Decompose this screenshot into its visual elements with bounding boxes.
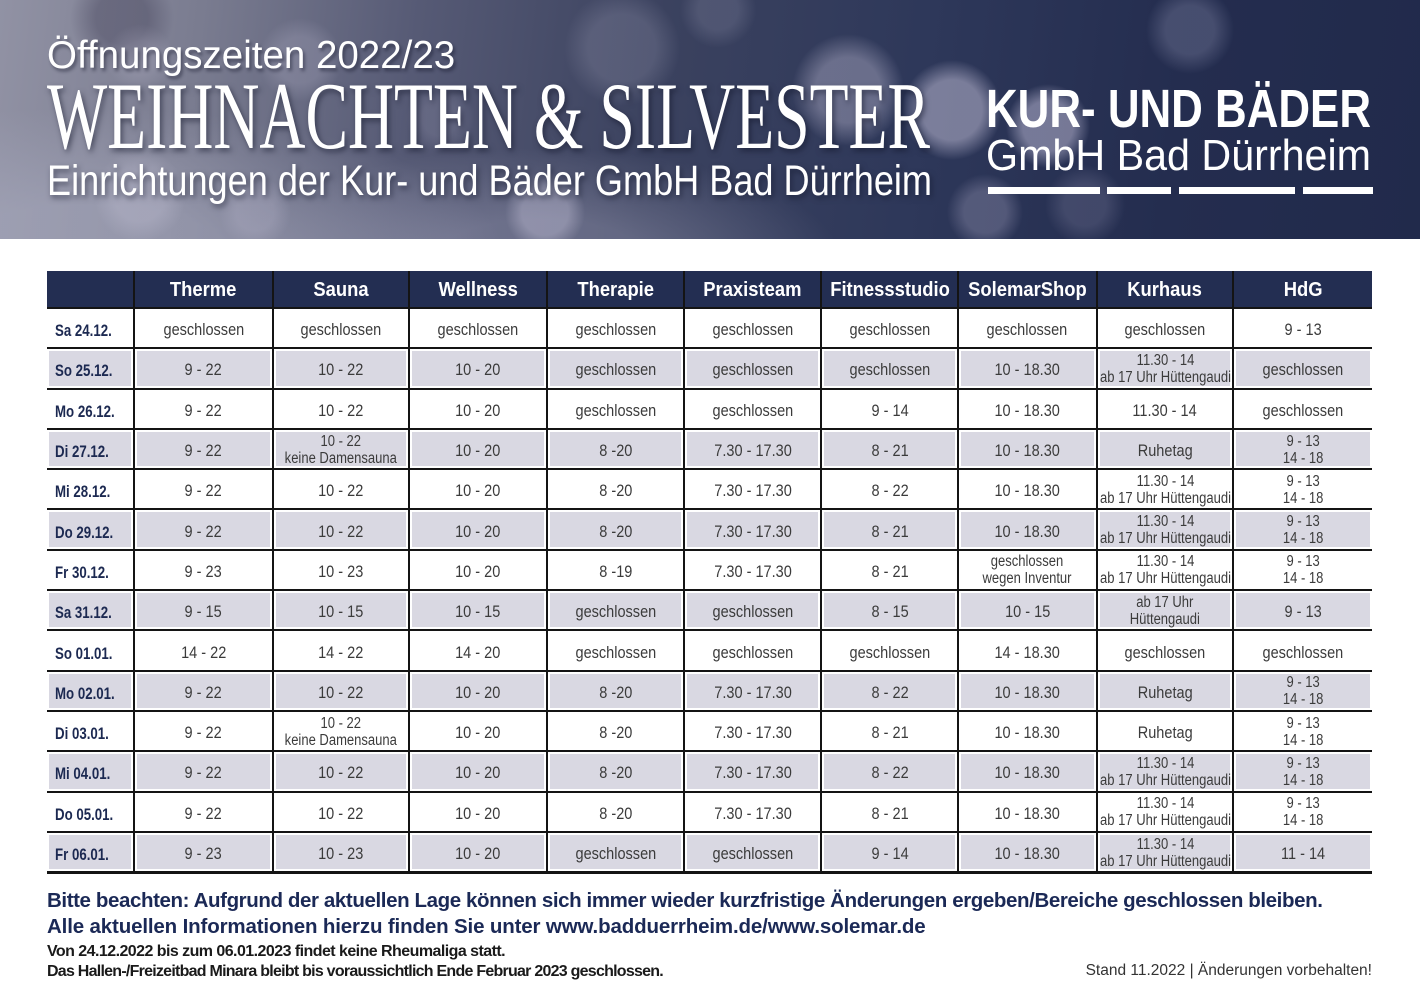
- svg-text:GmbH Bad Dürrheim: GmbH Bad Dürrheim: [986, 131, 1371, 180]
- svg-text:KUR- UND BÄDER: KUR- UND BÄDER: [986, 79, 1371, 139]
- svg-text:Einrichtungen der Kur- und Bäd: Einrichtungen der Kur- und Bäder GmbH Ba…: [47, 157, 932, 205]
- svg-text:WEIHNACHTEN & SILVESTER: WEIHNACHTEN & SILVESTER: [47, 63, 930, 169]
